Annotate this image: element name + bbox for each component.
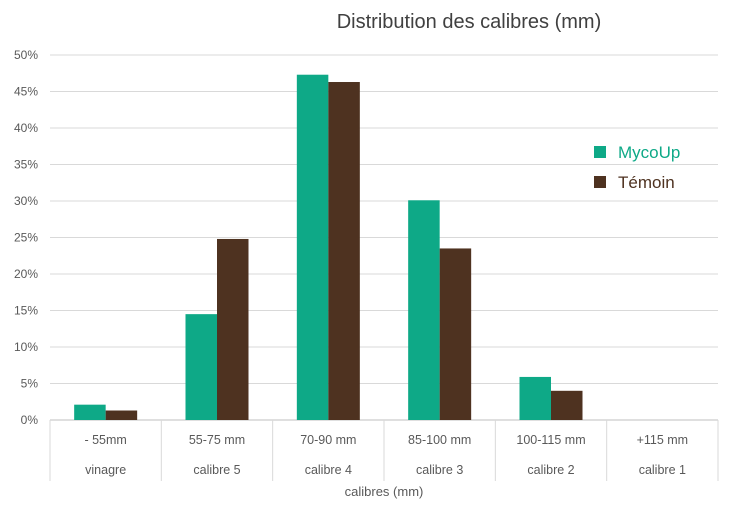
y-tick-label: 40% xyxy=(14,121,38,135)
bar xyxy=(296,74,329,421)
y-tick-label: 50% xyxy=(14,48,38,62)
legend-swatch xyxy=(594,176,606,188)
y-axis-ticks: 0% 5% 10% 15% 20% 25% 30% 35% 40% 45% 50% xyxy=(14,48,38,427)
y-tick-label: 45% xyxy=(14,85,38,99)
legend-label: MycoUp xyxy=(618,143,680,162)
x-group-label: calibre 2 xyxy=(527,463,574,477)
x-tick-label: +115 mm xyxy=(637,433,689,447)
legend: MycoUp Témoin xyxy=(594,143,680,192)
bars xyxy=(74,74,583,421)
bar xyxy=(74,404,106,420)
x-tick-label: 70-90 mm xyxy=(300,433,356,447)
bar xyxy=(551,390,583,420)
x-group-label: calibre 3 xyxy=(416,463,463,477)
y-tick-label: 20% xyxy=(14,267,38,281)
x-group-label: calibre 1 xyxy=(639,463,686,477)
legend-label: Témoin xyxy=(618,173,675,192)
x-axis: - 55mm vinagre 55-75 mm calibre 5 70-90 mm ca… xyxy=(49,420,719,481)
y-tick-label: 5% xyxy=(21,377,39,391)
x-axis-title: calibres (mm) xyxy=(345,484,424,499)
y-tick-label: 25% xyxy=(14,231,38,245)
legend-swatch xyxy=(594,146,606,158)
x-tick-label: 55-75 mm xyxy=(189,433,245,447)
y-tick-label: 15% xyxy=(14,304,38,318)
x-tick-label: 100-115 mm xyxy=(516,433,585,447)
bar xyxy=(105,410,138,420)
bar xyxy=(408,200,440,420)
y-tick-label: 0% xyxy=(21,413,39,427)
x-group-label: calibre 4 xyxy=(305,463,352,477)
y-tick-label: 30% xyxy=(14,194,38,208)
bar xyxy=(185,314,217,420)
y-tick-label: 35% xyxy=(14,158,38,172)
x-tick-label: - 55mm xyxy=(84,433,126,447)
bar xyxy=(439,248,472,420)
bar xyxy=(217,238,249,420)
gridlines xyxy=(50,54,718,421)
x-group-label: vinagre xyxy=(85,463,126,477)
x-group-label: calibre 5 xyxy=(193,463,240,477)
bar xyxy=(519,376,551,420)
chart-title: Distribution des calibres (mm) xyxy=(337,11,602,33)
x-tick-label: 85-100 mm xyxy=(408,433,471,447)
y-tick-label: 10% xyxy=(14,340,38,354)
bar xyxy=(328,82,360,420)
